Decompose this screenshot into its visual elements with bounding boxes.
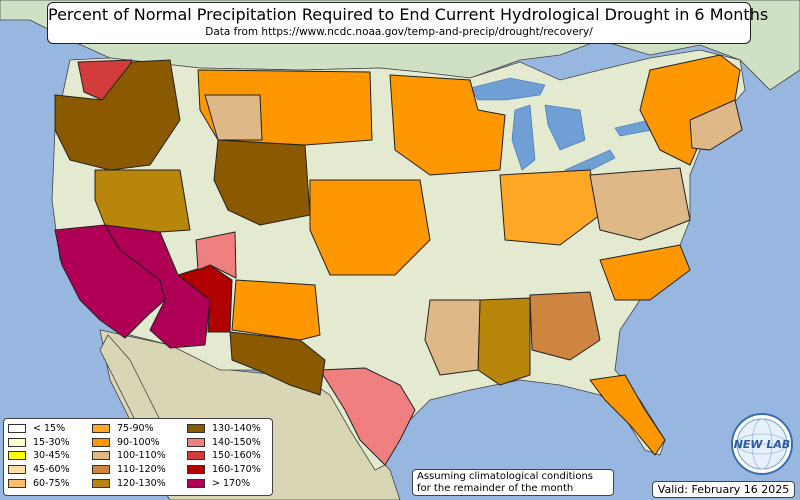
- region-mid-atlantic: [589, 167, 691, 241]
- legend-item: 110-120%: [92, 463, 187, 477]
- legend-swatch: [8, 424, 26, 434]
- legend-label: 75-90%: [117, 423, 154, 435]
- region-oregon-idaho: [54, 59, 181, 171]
- legend-item: 15-30%: [8, 436, 92, 450]
- lake-superior: [469, 77, 546, 101]
- newlab-logo-icon: NEW LAB: [731, 413, 793, 475]
- map-title-box: Percent of Normal Precipitation Required…: [47, 2, 769, 44]
- lake-huron: [544, 104, 586, 151]
- legend-swatch: [187, 424, 205, 434]
- map-title: Percent of Normal Precipitation Required…: [48, 5, 769, 24]
- region-new-england-east: [689, 99, 743, 151]
- legend-label: < 15%: [33, 423, 66, 435]
- legend-label: 90-100%: [117, 436, 160, 448]
- lake-michigan: [511, 104, 536, 171]
- legend-label: 150-160%: [212, 450, 261, 462]
- legend-item: 45-60%: [8, 463, 92, 477]
- legend-item: 30-45%: [8, 449, 92, 463]
- region-carolinas: [599, 244, 691, 301]
- note-line-1: Assuming climatological conditions: [417, 471, 593, 482]
- legend-label: 160-170%: [212, 464, 261, 476]
- legend-swatch: [92, 465, 110, 475]
- legend-swatch: [92, 451, 110, 461]
- legend-label: 45-60%: [33, 464, 70, 476]
- legend: < 15% 15-30% 30-45% 45-60% 60-75% 75-90% 90-10…: [3, 418, 273, 496]
- legend-label: 130-140%: [212, 423, 261, 435]
- legend-swatch: [8, 478, 26, 488]
- legend-item: 120-130%: [92, 476, 187, 490]
- region-great-lakes: [499, 169, 601, 246]
- legend-swatch: [8, 437, 26, 447]
- legend-item: 160-170%: [187, 463, 277, 477]
- region-florida: [589, 374, 666, 456]
- region-upper-midwest: [389, 74, 506, 176]
- legend-swatch: [8, 451, 26, 461]
- legend-label: 30-45%: [33, 450, 70, 462]
- region-south-texas: [319, 367, 416, 466]
- region-lower-mississippi: [477, 297, 531, 386]
- legend-swatch: [92, 478, 110, 488]
- legend-label: 100-110%: [117, 450, 166, 462]
- legend-label: 120-130%: [117, 477, 166, 489]
- legend-item: < 15%: [8, 422, 92, 436]
- region-great-basin: [94, 169, 191, 233]
- legend-label: > 170%: [212, 477, 251, 489]
- legend-swatch: [187, 478, 205, 488]
- region-west-texas: [229, 331, 326, 396]
- region-arkansas-tennessee: [529, 291, 601, 361]
- legend-label: 140-150%: [212, 436, 261, 448]
- valid-date: Valid: February 16 2025: [652, 481, 795, 498]
- legend-swatch: [92, 437, 110, 447]
- legend-label: 110-120%: [117, 464, 166, 476]
- region-southwest-utah: [195, 231, 237, 279]
- legend-swatch: [187, 437, 205, 447]
- region-central-plains: [309, 179, 431, 276]
- logo-text: NEW LAB: [734, 438, 791, 451]
- legend-item: > 170%: [187, 476, 277, 490]
- region-southeast: [424, 299, 481, 376]
- region-north-dakota: [204, 94, 263, 141]
- legend-swatch: [187, 465, 205, 475]
- legend-swatch: [187, 451, 205, 461]
- legend-swatch: [8, 465, 26, 475]
- map-subtitle: Data from https://www.ncdc.noaa.gov/temp…: [205, 26, 593, 38]
- legend-item: 130-140%: [187, 422, 277, 436]
- note-line-2: for the remainder of the month: [417, 483, 574, 494]
- legend-item: 75-90%: [92, 422, 187, 436]
- legend-swatch: [92, 424, 110, 434]
- legend-label: 15-30%: [33, 436, 70, 448]
- legend-item: 100-110%: [92, 449, 187, 463]
- legend-item: 140-150%: [187, 436, 277, 450]
- legend-item: 150-160%: [187, 449, 277, 463]
- legend-item: 60-75%: [8, 476, 92, 490]
- region-central-arizona: [104, 224, 211, 349]
- region-eastern-new-mexico: [231, 279, 321, 341]
- legend-item: 90-100%: [92, 436, 187, 450]
- legend-label: 60-75%: [33, 477, 70, 489]
- note-box: Assuming climatological conditions for t…: [412, 469, 614, 496]
